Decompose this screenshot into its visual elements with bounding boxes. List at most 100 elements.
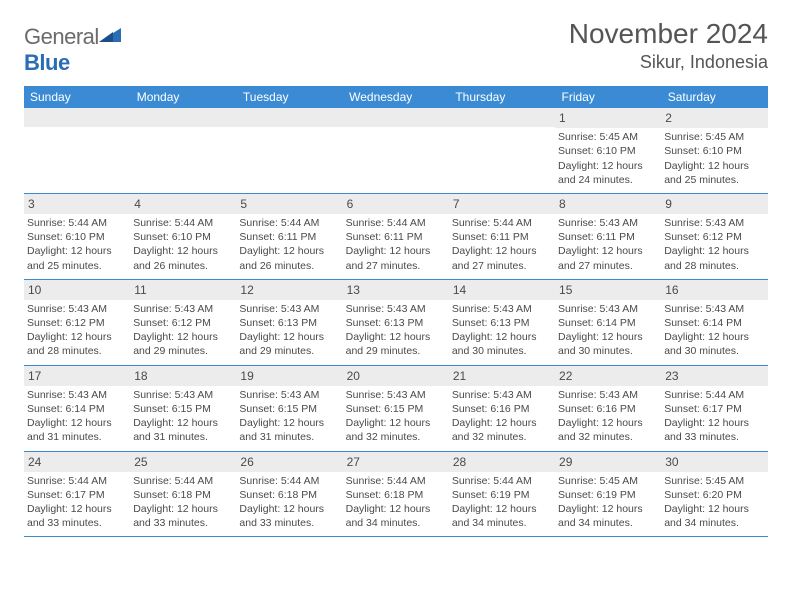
daylight-line: Daylight: 12 hours and 30 minutes. [452, 330, 552, 358]
daylight-line: Daylight: 12 hours and 33 minutes. [27, 502, 127, 530]
day-number: 13 [343, 280, 449, 300]
calendar-day-cell: 25Sunrise: 5:44 AMSunset: 6:18 PMDayligh… [130, 451, 236, 537]
daylight-line: Daylight: 12 hours and 27 minutes. [558, 244, 658, 272]
logo-triangle-icon [99, 24, 121, 49]
sunset-line: Sunset: 6:10 PM [27, 230, 127, 244]
sunrise-line: Sunrise: 5:43 AM [27, 302, 127, 316]
day-number: 17 [24, 366, 130, 386]
calendar-day-cell: 20Sunrise: 5:43 AMSunset: 6:15 PMDayligh… [343, 365, 449, 451]
day-number: 8 [555, 194, 661, 214]
daylight-line: Daylight: 12 hours and 24 minutes. [558, 159, 658, 187]
month-title: November 2024 [569, 18, 768, 50]
day-details: Sunrise: 5:44 AMSunset: 6:10 PMDaylight:… [24, 214, 130, 279]
sunset-line: Sunset: 6:11 PM [558, 230, 658, 244]
calendar-day-cell: 1Sunrise: 5:45 AMSunset: 6:10 PMDaylight… [555, 108, 661, 193]
daylight-line: Daylight: 12 hours and 28 minutes. [664, 244, 764, 272]
sunrise-line: Sunrise: 5:43 AM [664, 216, 764, 230]
sunset-line: Sunset: 6:11 PM [452, 230, 552, 244]
daylight-line: Daylight: 12 hours and 33 minutes. [239, 502, 339, 530]
calendar-day-cell: 24Sunrise: 5:44 AMSunset: 6:17 PMDayligh… [24, 451, 130, 537]
sunset-line: Sunset: 6:13 PM [346, 316, 446, 330]
day-number: 11 [130, 280, 236, 300]
day-details [130, 127, 236, 135]
day-details: Sunrise: 5:43 AMSunset: 6:12 PMDaylight:… [661, 214, 767, 279]
calendar-week-row: 10Sunrise: 5:43 AMSunset: 6:12 PMDayligh… [24, 279, 768, 365]
sunrise-line: Sunrise: 5:43 AM [239, 388, 339, 402]
calendar-day-cell: 4Sunrise: 5:44 AMSunset: 6:10 PMDaylight… [130, 193, 236, 279]
sunrise-line: Sunrise: 5:43 AM [27, 388, 127, 402]
sunrise-line: Sunrise: 5:43 AM [558, 216, 658, 230]
day-number: 4 [130, 194, 236, 214]
sunrise-line: Sunrise: 5:44 AM [452, 216, 552, 230]
logo: General Blue [24, 24, 121, 76]
calendar-day-cell [130, 108, 236, 193]
sunset-line: Sunset: 6:15 PM [239, 402, 339, 416]
day-number: 19 [236, 366, 342, 386]
day-number: 27 [343, 452, 449, 472]
sunrise-line: Sunrise: 5:43 AM [664, 302, 764, 316]
calendar-day-cell [236, 108, 342, 193]
calendar-day-cell: 7Sunrise: 5:44 AMSunset: 6:11 PMDaylight… [449, 193, 555, 279]
sunset-line: Sunset: 6:11 PM [239, 230, 339, 244]
day-details: Sunrise: 5:44 AMSunset: 6:19 PMDaylight:… [449, 472, 555, 537]
daylight-line: Daylight: 12 hours and 29 minutes. [239, 330, 339, 358]
calendar-day-cell: 12Sunrise: 5:43 AMSunset: 6:13 PMDayligh… [236, 279, 342, 365]
weekday-header: Wednesday [343, 86, 449, 108]
sunset-line: Sunset: 6:13 PM [452, 316, 552, 330]
day-details: Sunrise: 5:44 AMSunset: 6:18 PMDaylight:… [343, 472, 449, 537]
day-number: 21 [449, 366, 555, 386]
sunrise-line: Sunrise: 5:43 AM [452, 388, 552, 402]
day-details: Sunrise: 5:44 AMSunset: 6:10 PMDaylight:… [130, 214, 236, 279]
daylight-line: Daylight: 12 hours and 30 minutes. [664, 330, 764, 358]
sunset-line: Sunset: 6:16 PM [558, 402, 658, 416]
day-details: Sunrise: 5:45 AMSunset: 6:10 PMDaylight:… [661, 128, 767, 193]
calendar-day-cell: 14Sunrise: 5:43 AMSunset: 6:13 PMDayligh… [449, 279, 555, 365]
calendar-day-cell: 17Sunrise: 5:43 AMSunset: 6:14 PMDayligh… [24, 365, 130, 451]
day-number: 10 [24, 280, 130, 300]
day-number: 24 [24, 452, 130, 472]
calendar-day-cell: 16Sunrise: 5:43 AMSunset: 6:14 PMDayligh… [661, 279, 767, 365]
day-number: 12 [236, 280, 342, 300]
day-details: Sunrise: 5:43 AMSunset: 6:15 PMDaylight:… [130, 386, 236, 451]
day-details: Sunrise: 5:45 AMSunset: 6:10 PMDaylight:… [555, 128, 661, 193]
day-number [130, 108, 236, 127]
header: General Blue November 2024 Sikur, Indone… [24, 18, 768, 76]
weekday-header: Friday [555, 86, 661, 108]
daylight-line: Daylight: 12 hours and 27 minutes. [452, 244, 552, 272]
day-number [343, 108, 449, 127]
title-block: November 2024 Sikur, Indonesia [569, 18, 768, 73]
sunset-line: Sunset: 6:14 PM [558, 316, 658, 330]
day-number [449, 108, 555, 127]
daylight-line: Daylight: 12 hours and 25 minutes. [664, 159, 764, 187]
sunrise-line: Sunrise: 5:43 AM [133, 302, 233, 316]
day-number: 16 [661, 280, 767, 300]
sunrise-line: Sunrise: 5:43 AM [346, 302, 446, 316]
daylight-line: Daylight: 12 hours and 34 minutes. [558, 502, 658, 530]
calendar-day-cell: 19Sunrise: 5:43 AMSunset: 6:15 PMDayligh… [236, 365, 342, 451]
day-details: Sunrise: 5:44 AMSunset: 6:18 PMDaylight:… [236, 472, 342, 537]
calendar-header-row: SundayMondayTuesdayWednesdayThursdayFrid… [24, 86, 768, 108]
calendar-table: SundayMondayTuesdayWednesdayThursdayFrid… [24, 86, 768, 537]
calendar-day-cell: 29Sunrise: 5:45 AMSunset: 6:19 PMDayligh… [555, 451, 661, 537]
sunset-line: Sunset: 6:18 PM [346, 488, 446, 502]
day-number: 25 [130, 452, 236, 472]
daylight-line: Daylight: 12 hours and 25 minutes. [27, 244, 127, 272]
sunrise-line: Sunrise: 5:44 AM [27, 474, 127, 488]
day-details: Sunrise: 5:43 AMSunset: 6:11 PMDaylight:… [555, 214, 661, 279]
calendar-week-row: 3Sunrise: 5:44 AMSunset: 6:10 PMDaylight… [24, 193, 768, 279]
sunrise-line: Sunrise: 5:45 AM [664, 474, 764, 488]
day-details: Sunrise: 5:43 AMSunset: 6:16 PMDaylight:… [555, 386, 661, 451]
sunset-line: Sunset: 6:12 PM [664, 230, 764, 244]
sunrise-line: Sunrise: 5:45 AM [664, 130, 764, 144]
day-details: Sunrise: 5:43 AMSunset: 6:14 PMDaylight:… [24, 386, 130, 451]
day-number: 29 [555, 452, 661, 472]
sunset-line: Sunset: 6:17 PM [664, 402, 764, 416]
calendar-day-cell: 21Sunrise: 5:43 AMSunset: 6:16 PMDayligh… [449, 365, 555, 451]
daylight-line: Daylight: 12 hours and 34 minutes. [452, 502, 552, 530]
day-details [236, 127, 342, 135]
day-details: Sunrise: 5:43 AMSunset: 6:14 PMDaylight:… [555, 300, 661, 365]
sunset-line: Sunset: 6:19 PM [558, 488, 658, 502]
daylight-line: Daylight: 12 hours and 33 minutes. [133, 502, 233, 530]
daylight-line: Daylight: 12 hours and 33 minutes. [664, 416, 764, 444]
sunrise-line: Sunrise: 5:44 AM [239, 474, 339, 488]
